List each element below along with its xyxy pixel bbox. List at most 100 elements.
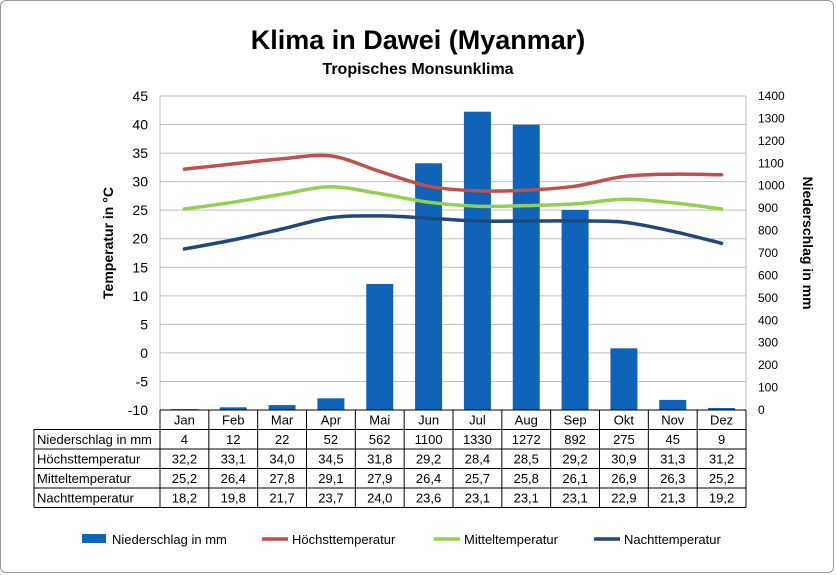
table-cell: 24,0 [367, 491, 392, 506]
table-cell: 4 [181, 432, 188, 447]
table-cell: 26,4 [221, 471, 246, 486]
legend-label-h-chsttemperatur: Höchsttemperatur [292, 532, 396, 547]
table-cell: 28,5 [514, 452, 539, 467]
table-cell: 23,7 [318, 491, 343, 506]
bar-dez [708, 407, 736, 410]
table-cell: 26,1 [562, 471, 587, 486]
y-left-tick-label: 30 [132, 174, 148, 190]
y-left-tick-label: 15 [132, 259, 148, 275]
x-tick-label: Aug [515, 413, 538, 428]
table-cell: 26,4 [416, 471, 441, 486]
x-tick-label: Okt [614, 413, 635, 428]
y-left-axis-title: Temperatur in °C [100, 187, 116, 299]
y-left-tick-label: 25 [132, 202, 148, 218]
table-cell: 27,8 [269, 471, 294, 486]
x-tick-label: Sep [564, 413, 587, 428]
x-tick-label: Jan [174, 413, 195, 428]
x-tick-label: Feb [222, 413, 244, 428]
table-cell: 18,2 [172, 491, 197, 506]
table-cell: 29,2 [416, 452, 441, 467]
bar-feb [219, 407, 247, 410]
bar-sep [561, 209, 589, 410]
table-cell: 26,3 [660, 471, 685, 486]
x-tick-label: Mar [271, 413, 294, 428]
table-row-label: Nachttemperatur [37, 491, 134, 506]
line-mitteltemperatur [182, 185, 724, 211]
table-row-label: Höchsttemperatur [37, 452, 141, 467]
table-cell: 26,9 [611, 471, 636, 486]
y-right-tick-label: 1100 [758, 156, 784, 170]
table-cell: 25,8 [514, 471, 539, 486]
table-cell: 23,1 [562, 491, 587, 506]
y-left-tick-label: 40 [132, 117, 148, 133]
x-tick-label: Nov [661, 413, 685, 428]
bar-nov [659, 399, 687, 410]
y-right-tick-label: 600 [758, 268, 778, 282]
table-cell: 31,3 [660, 452, 685, 467]
line-h-chsttemperatur [182, 153, 724, 193]
table-cell: 562 [369, 432, 391, 447]
table-cell: 22,9 [611, 491, 636, 506]
table-cell: 19,8 [221, 491, 246, 506]
y-left-tick-label: 20 [132, 231, 148, 247]
y-right-tick-label: 100 [758, 381, 778, 395]
table-cell: 34,0 [269, 452, 294, 467]
y-left-tick-label: 5 [140, 316, 148, 332]
y-right-tick-label: 1200 [758, 134, 785, 148]
y-right-tick-label: 400 [758, 313, 778, 327]
y-right-tick-label: 800 [758, 224, 778, 238]
y-right-tick-label: 700 [758, 246, 778, 260]
table-cell: 25,2 [172, 471, 197, 486]
table-cell: 33,1 [221, 452, 246, 467]
bar-mai [366, 283, 394, 410]
line-nachttemperatur [182, 214, 724, 251]
table-cell: 29,2 [562, 452, 587, 467]
table-cell: 52 [324, 432, 338, 447]
legend-label-niederschlag-in-mm: Niederschlag in mm [112, 532, 227, 547]
table-cell: 29,1 [318, 471, 343, 486]
y-right-tick-label: 500 [758, 291, 778, 305]
y-right-axis-title: Niederschlag in mm [800, 176, 816, 309]
table-cell: 25,7 [465, 471, 490, 486]
table-cell: 23,1 [514, 491, 539, 506]
table-cell: 22 [275, 432, 289, 447]
y-right-tick-label: 900 [758, 201, 778, 215]
x-tick-label: Mai [369, 413, 390, 428]
y-left-tick-label: 0 [140, 345, 148, 361]
bar-apr [317, 398, 345, 410]
table-cell: 34,5 [318, 452, 343, 467]
table-cell: 30,9 [611, 452, 636, 467]
table-cell: 12 [226, 432, 240, 447]
y-left-tick-label: 45 [132, 88, 148, 104]
y-left-tick-label: -10 [128, 402, 148, 418]
y-right-tick-label: 1300 [758, 111, 785, 125]
table-cell: 892 [564, 432, 586, 447]
table-cell: 25,2 [709, 471, 734, 486]
x-tick-label: Jun [418, 413, 439, 428]
x-tick-label: Jul [469, 413, 486, 428]
table-cell: 21,7 [269, 491, 294, 506]
y-left-tick-label: -5 [136, 373, 149, 389]
y-left-tick-label: 35 [132, 145, 148, 161]
table-cell: 1330 [463, 432, 492, 447]
legend-label-mitteltemperatur: Mitteltemperatur [464, 532, 559, 547]
bar-aug [512, 124, 540, 411]
table-cell: 31,8 [367, 452, 392, 467]
table-cell: 21,3 [660, 491, 685, 506]
table-cell: 1100 [415, 432, 443, 447]
legend-swatch-niederschlag-in-mm [82, 534, 106, 543]
y-right-tick-label: 1400 [758, 89, 785, 103]
table-cell: 9 [718, 432, 725, 447]
bar-mar [268, 405, 296, 410]
table-row-label: Mitteltemperatur [37, 471, 132, 486]
table-cell: 23,6 [416, 491, 441, 506]
table-cell: 19,2 [709, 491, 734, 506]
y-right-tick-label: 0 [758, 403, 765, 417]
chart-subtitle: Tropisches Monsunklima [322, 61, 514, 78]
table-cell: 45 [666, 432, 680, 447]
chart-title: Klima in Dawei (Myanmar) [250, 25, 586, 55]
legend-label-nachttemperatur: Nachttemperatur [624, 532, 721, 547]
bar-jul [463, 111, 491, 410]
x-tick-label: Dez [710, 413, 733, 428]
